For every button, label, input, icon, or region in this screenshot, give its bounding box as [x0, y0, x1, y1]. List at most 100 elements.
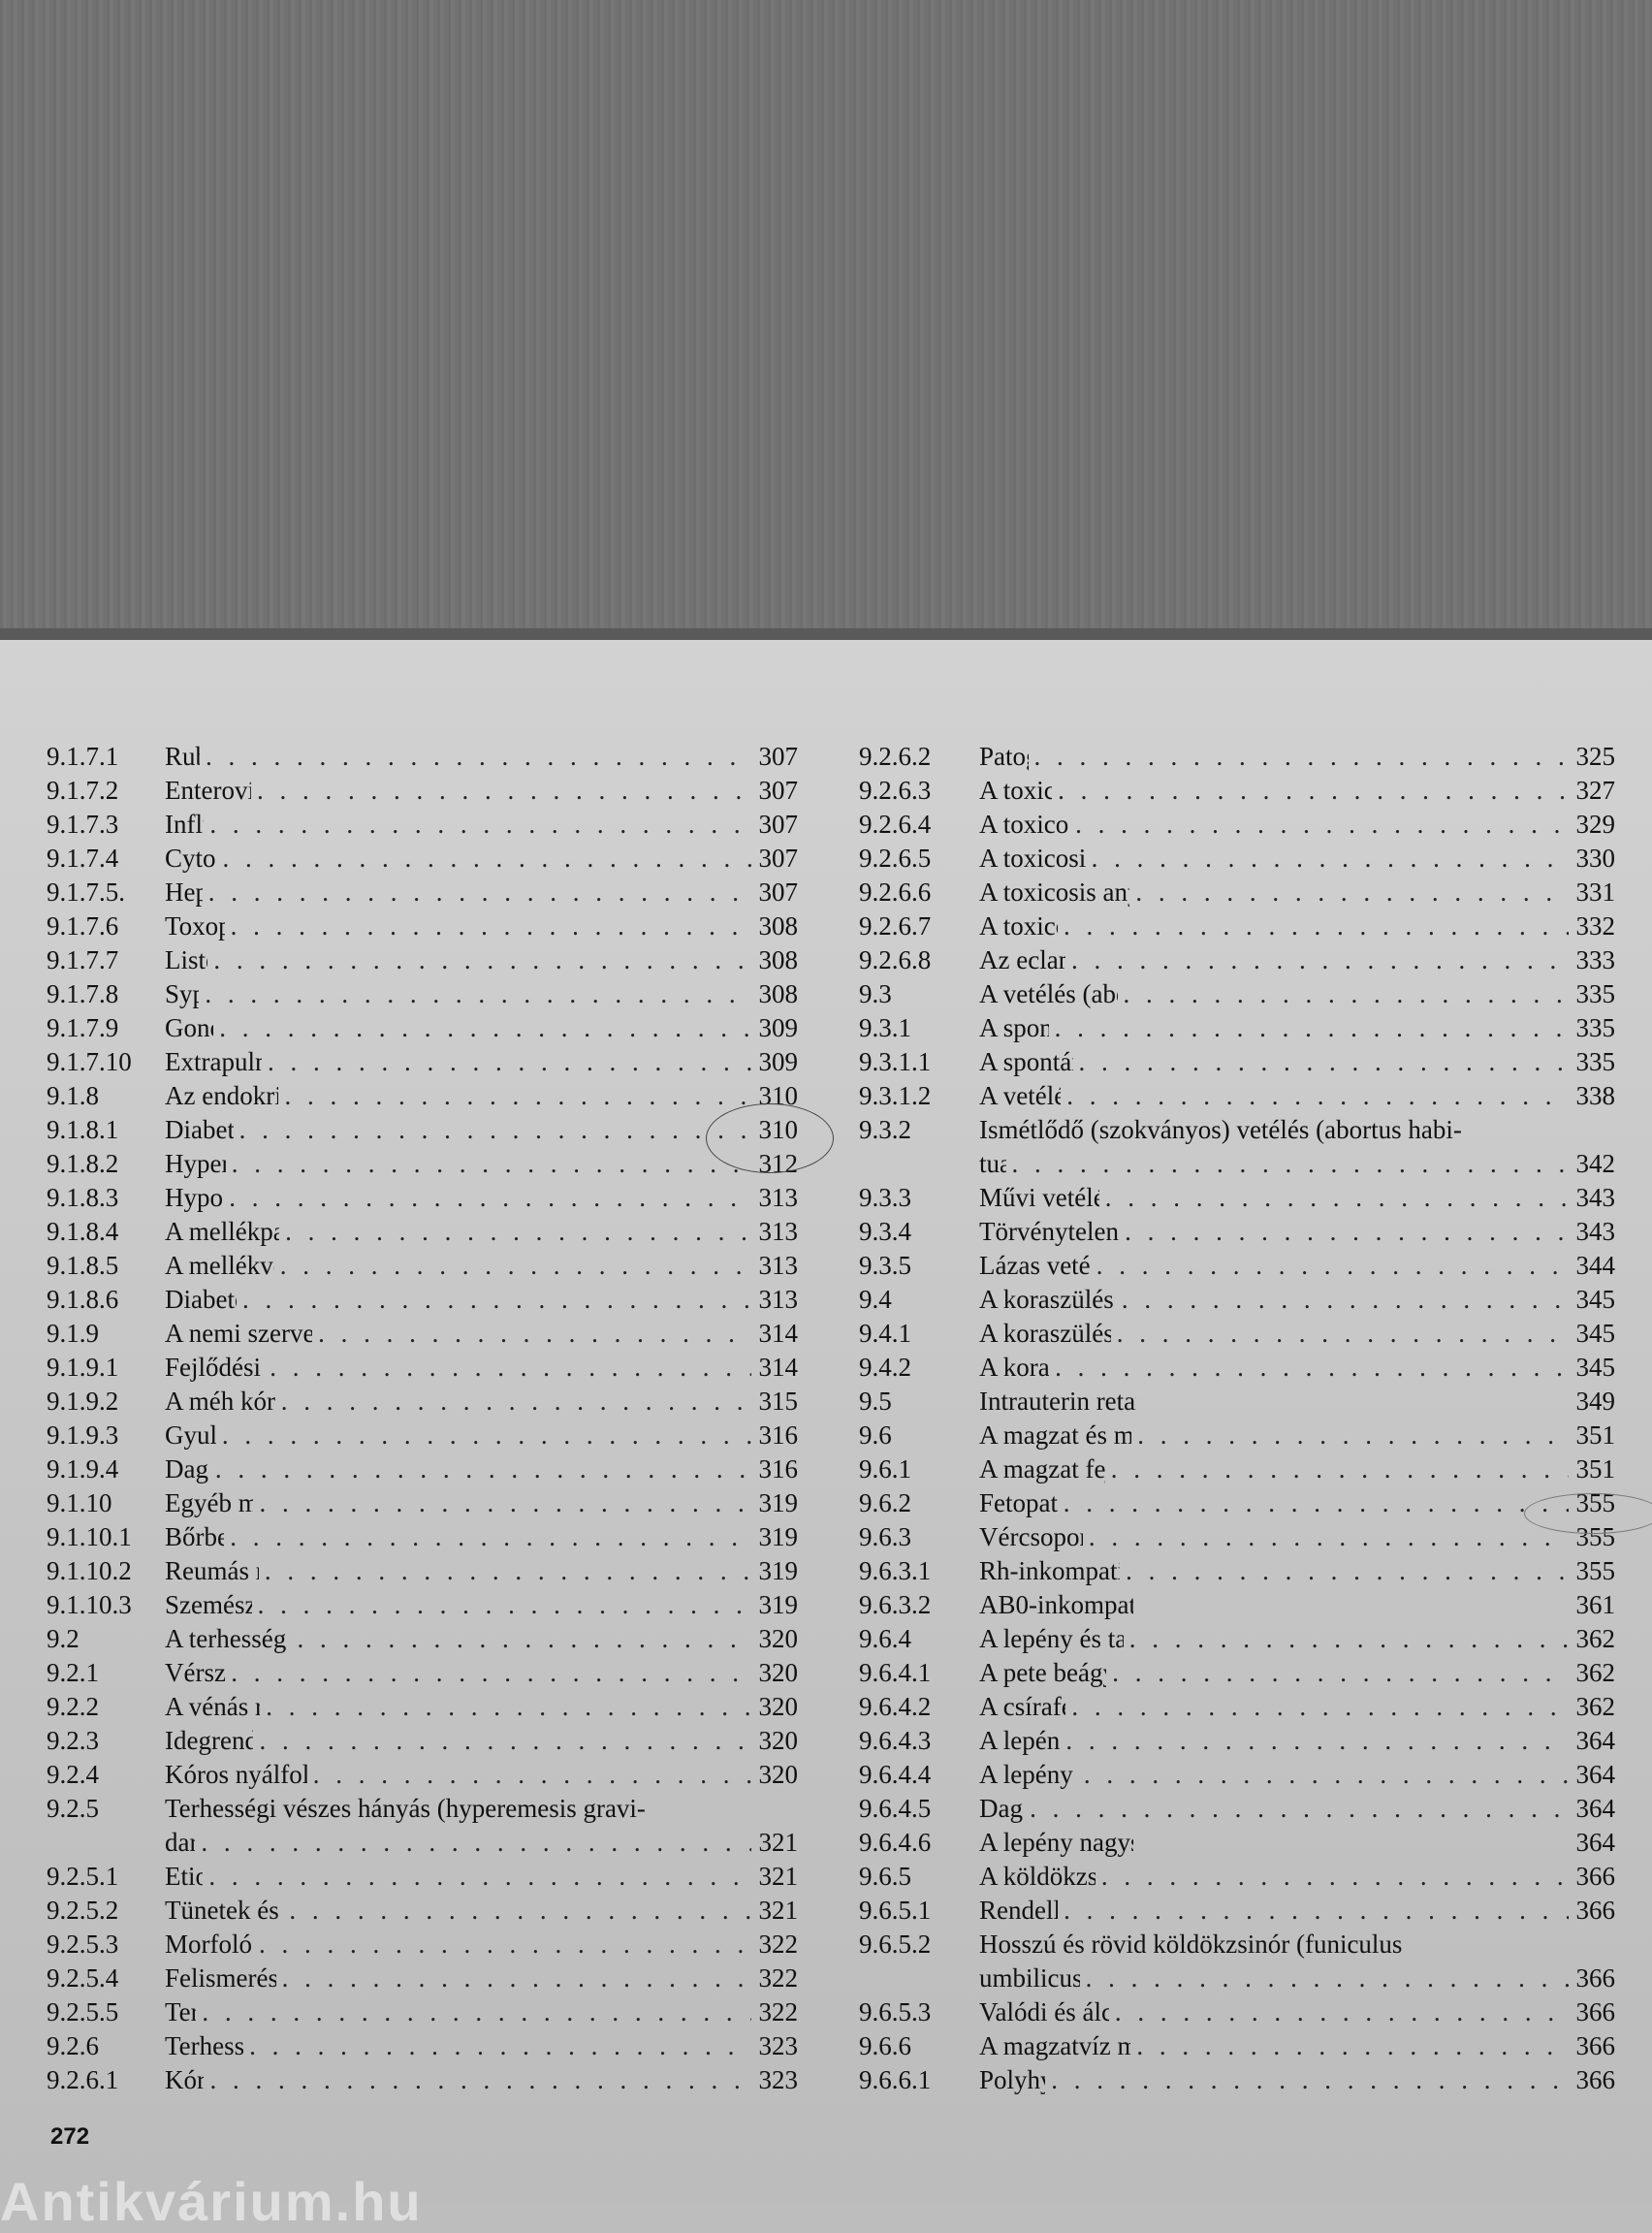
entry-number: 9.1.7.3 — [47, 810, 119, 839]
entry-title: A magzatvíz mennyiségének rendellenesség… — [979, 2031, 1131, 2060]
entry-title: Patogenezis — [979, 742, 1029, 771]
entry-page: 307 — [758, 810, 799, 839]
entry-title: Valódi és álcsomók a köldökzsinóron — [979, 1997, 1109, 2026]
entry-number: 9.2.5.5 — [47, 1997, 119, 2026]
leader-dots — [209, 1454, 751, 1484]
toc-entry: 9.4.1 A koraszülés gyakorisága, jelentősé… — [859, 1319, 1615, 1353]
entry-title: Fetopathia diabetica — [979, 1488, 1058, 1517]
entry-number: 9.3.1.1 — [859, 1047, 932, 1076]
leader-dots — [237, 1285, 751, 1315]
entry-page: 366 — [1575, 1997, 1616, 2026]
leader-dots — [224, 1522, 751, 1552]
entry-number: 9.4.2 — [859, 1353, 911, 1382]
toc-entry: 9.2.3 Idegrendszeri kórképek 320 — [47, 1726, 798, 1760]
entry-title-continued: tualis) — [979, 1149, 1006, 1178]
leader-dots — [207, 945, 751, 975]
entry-number: 9.3.1 — [859, 1013, 911, 1042]
entry-page: 345 — [1575, 1319, 1616, 1348]
leader-dots — [1118, 979, 1569, 1009]
entry-number: 9.3 — [859, 979, 892, 1008]
toc-entry: 9.1.8.1Diabetes mellitus310 — [47, 1115, 798, 1149]
entry-number: 9.3.2 — [859, 1115, 911, 1144]
entry-page: 308 — [758, 945, 799, 974]
entry-title: Reumás megbetegedések — [165, 1556, 259, 1585]
leader-dots — [223, 1183, 751, 1213]
entry-page: 313 — [758, 1285, 799, 1314]
leader-dots — [1073, 1047, 1570, 1077]
entry-title: Daganatok — [165, 1454, 209, 1483]
toc-entry: 9.1.7.9 Gonorrhoea 309 — [47, 1013, 798, 1047]
toc-entry: 9.1.7.5. Hepatitis 307 — [47, 877, 798, 911]
leader-dots — [276, 1963, 751, 1994]
toc-entry: 9.6.5 A köldökzsinór rendellenességei 366 — [859, 1862, 1615, 1896]
leader-dots — [1069, 810, 1569, 840]
entry-page: 366 — [1575, 1963, 1616, 1993]
toc-left-column: 9.1.7.1 Rubeola 307 9.1.7.2 Enterovírus-fert… — [47, 742, 798, 2099]
entry-page: 323 — [758, 2031, 799, 2060]
toc-entry: 9.1.8.4 A mellékpajzsmirigy betegségei 313 — [47, 1217, 798, 1251]
entry-page: 327 — [1575, 776, 1616, 805]
toc-entry: 9.1.7.7 Listeriosis 308 — [47, 945, 798, 979]
pencil-circle-mark — [706, 1103, 834, 1173]
entry-page: 342 — [1575, 1149, 1616, 1178]
toc-entry: 9.3.1.2 A vetélések lefolyása 338 — [859, 1081, 1615, 1115]
entry-page: 320 — [758, 1658, 799, 1687]
entry-title: Ismétlődő (szokványos) vetélés (abortus … — [979, 1115, 1462, 1144]
toc-entry: 9.2.6.1 Kóroktan 323 — [47, 2065, 798, 2099]
entry-title: A vénás rendszer tágulata — [165, 1692, 261, 1721]
entry-title: Terápia — [165, 1997, 197, 2026]
entry-page: 314 — [758, 1353, 799, 1382]
leader-dots — [1099, 1183, 1569, 1213]
leader-dots — [1058, 1488, 1569, 1518]
toc-entry: 9.1.7.10 Extrapulmonális gümőkór 309 — [47, 1047, 798, 1081]
entry-title: Hypothyreosis — [165, 1183, 223, 1212]
entry-title: Hepatitis — [165, 877, 203, 907]
toc-entry: 9.2.2 A vénás rendszer tágulata 320 — [47, 1692, 798, 1726]
leader-dots — [234, 1115, 751, 1145]
entry-number: 9.1.7.2 — [47, 776, 119, 805]
toc-entry: 9.1.7.3 Influenza 307 — [47, 810, 798, 844]
entry-number: 9.6.6.1 — [859, 2065, 932, 2094]
toc-entry: 9.6.6.1 Polyhydramnion 366 — [859, 2065, 1615, 2099]
leader-dots — [216, 1420, 751, 1451]
entry-page: 307 — [758, 776, 799, 805]
entry-number: 9.2.6.4 — [859, 810, 932, 839]
leader-dots — [283, 1896, 751, 1926]
entry-page: 344 — [1575, 1251, 1616, 1280]
entry-title: Toxoplasmosis — [165, 911, 225, 941]
entry-title: A csírafejlődés zavarai — [979, 1692, 1065, 1721]
leader-dots — [1091, 1251, 1569, 1281]
entry-number: 9.2.5.4 — [47, 1963, 119, 1993]
leader-dots — [1106, 1658, 1569, 1688]
toc-entry: 9.6.4.1 A pete beágyazódási és érési zava… — [859, 1658, 1615, 1692]
entry-number: 9.6.4.3 — [859, 1726, 932, 1755]
entry-number: 9.1.8.1 — [47, 1115, 119, 1144]
entry-title: Cytomegalia — [165, 844, 216, 873]
entry-title: Rh-inkompatibilitás, Rh-szenzibilizáltsá… — [979, 1556, 1120, 1585]
leader-dots — [1119, 1217, 1569, 1247]
entry-number: 9.2.4 — [47, 1760, 99, 1789]
entry-title: A terhesség által okozott betegségek — [165, 1624, 291, 1653]
toc-entry: 9.2.6.3 A toxicosis tünetei 327 — [859, 776, 1615, 810]
watermark: Antikvárium.hu — [0, 2171, 423, 2232]
entry-number: 9.2.6 — [47, 2031, 99, 2060]
entry-page: 322 — [758, 1963, 799, 1993]
entry-page: 320 — [758, 1624, 799, 1653]
entry-title: Művi vetélés (abortus arteficialis) — [979, 1183, 1099, 1212]
leader-dots — [262, 1047, 751, 1077]
leader-dots — [312, 1319, 751, 1349]
toc-entry: 9.6.1 A magzat fejlődési rendellenességei… — [859, 1454, 1615, 1488]
toc-entry: 9.2.6.5 A toxicosis klinikai lefolyása 330 — [859, 844, 1615, 877]
toc-entry: 9.2.6.4 A toxicosisok beosztása 329 — [859, 810, 1615, 844]
entry-number: 9.2.6.8 — [859, 945, 932, 974]
leader-dots — [199, 979, 751, 1009]
entry-number: 9.6.3 — [859, 1522, 911, 1551]
toc-entry: 9.1.8.6 Diabetes insipidus 313 — [47, 1285, 798, 1319]
entry-page: 355 — [1575, 1556, 1616, 1585]
entry-number: 9.6 — [859, 1420, 892, 1450]
entry-number: 9.1.10.2 — [47, 1556, 132, 1585]
entry-title: Gyulladások — [165, 1420, 216, 1450]
entry-page: 329 — [1575, 810, 1616, 839]
entry-number: 9.1.9 — [47, 1319, 99, 1348]
entry-number: 9.1.9.2 — [47, 1387, 119, 1416]
